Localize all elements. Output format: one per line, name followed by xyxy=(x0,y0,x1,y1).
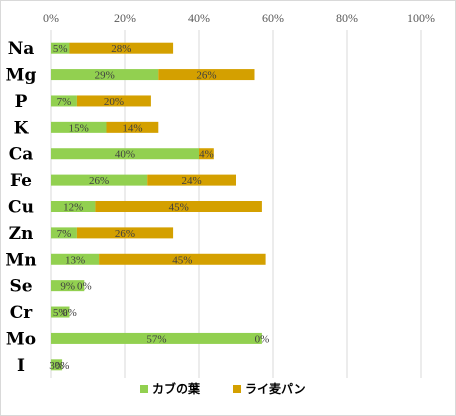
bar-rye-bread xyxy=(158,69,255,81)
data-label: 9% xyxy=(60,281,75,293)
bar-rye-bread xyxy=(95,201,262,212)
bar-rye-bread xyxy=(76,95,151,107)
bar-layer xyxy=(51,42,266,371)
bar-rye-bread xyxy=(199,148,214,160)
data-label: 45% xyxy=(172,254,192,266)
bar-turnip-leaf xyxy=(51,359,63,371)
bar-turnip-leaf xyxy=(51,69,159,81)
bar-rye-bread xyxy=(76,227,174,239)
bar-rye-bread xyxy=(99,253,266,265)
category-label: I xyxy=(17,356,25,376)
x-tick-label: 40% xyxy=(188,11,210,25)
data-label: 0% xyxy=(255,333,270,345)
grid-layer xyxy=(50,30,422,378)
bar-turnip-leaf xyxy=(51,95,77,107)
data-label: 4% xyxy=(199,149,214,161)
legend-label-series-0: カブの葉 xyxy=(152,381,201,396)
data-label: 40% xyxy=(115,149,135,161)
bar-turnip-leaf xyxy=(51,201,96,212)
data-label: 7% xyxy=(57,228,72,240)
data-label: 28% xyxy=(111,43,131,55)
category-label: Mo xyxy=(6,329,36,349)
bar-turnip-leaf xyxy=(51,121,107,133)
bar-turnip-leaf xyxy=(51,280,85,292)
data-label: 5% xyxy=(53,307,68,319)
x-tick-label: 60% xyxy=(262,11,284,25)
bar-rye-bread xyxy=(69,42,174,54)
data-label: 0% xyxy=(77,281,92,293)
category-label: Fe xyxy=(10,171,32,191)
category-label: Zn xyxy=(9,224,34,244)
bar-rye-bread xyxy=(147,174,236,186)
data-labels: 5% 28% 29% 26% 7% 20% 15% 14% 40% 4% 26% 24% 12% 45% 7… xyxy=(49,43,269,372)
legend-swatch-series-1 xyxy=(233,385,241,393)
category-label: Cu xyxy=(8,198,34,218)
x-tick-label: 0% xyxy=(43,11,59,25)
data-label: 20% xyxy=(104,96,124,108)
category-label: P xyxy=(15,92,28,112)
category-label: Mg xyxy=(6,66,37,86)
category-label: Ca xyxy=(9,145,34,165)
data-label: 57% xyxy=(146,333,166,345)
data-label: 45% xyxy=(169,202,189,214)
bar-turnip-leaf xyxy=(51,306,70,318)
category-labels: Na Mg PK Ca Fe Cu Zn Mn Se Cr Mo I xyxy=(5,39,36,376)
bar-turnip-leaf xyxy=(51,174,148,186)
data-label: 7% xyxy=(57,96,72,108)
bar-turnip-leaf xyxy=(51,42,70,54)
data-label: 0% xyxy=(62,307,77,319)
bar-turnip-leaf xyxy=(51,332,262,344)
data-label: 29% xyxy=(95,70,115,82)
data-label: 13% xyxy=(65,254,85,266)
category-label: Se xyxy=(9,277,32,297)
bar-turnip-leaf xyxy=(51,253,100,265)
x-tick-label: 100% xyxy=(407,11,435,25)
data-label: 15% xyxy=(69,122,89,134)
category-label: Mn xyxy=(5,250,36,270)
data-label: 3% xyxy=(49,360,64,372)
data-label: 12% xyxy=(63,202,83,214)
category-label: K xyxy=(14,118,30,138)
legend-swatch-series-0 xyxy=(140,385,148,393)
x-tick-label: 20% xyxy=(114,11,136,25)
data-label: 24% xyxy=(182,175,202,187)
data-label: 26% xyxy=(89,175,109,187)
bar-rye-bread xyxy=(106,121,159,133)
data-label: 14% xyxy=(122,122,142,134)
data-label: 5% xyxy=(53,43,68,55)
legend-label-series-1: ライ麦パン xyxy=(245,381,306,396)
data-label: 0% xyxy=(55,360,70,372)
bar-turnip-leaf xyxy=(51,148,199,160)
bar-turnip-leaf xyxy=(51,227,77,239)
x-tick-label: 80% xyxy=(336,11,358,25)
category-label: Cr xyxy=(10,303,34,323)
legend: カブの葉 ライ麦パン xyxy=(140,381,306,396)
category-label: Na xyxy=(8,39,35,59)
x-tick-labels: 0% 20% 40% 60% 80% 100% xyxy=(43,11,435,25)
data-label: 26% xyxy=(196,70,216,82)
data-label: 26% xyxy=(115,228,135,240)
